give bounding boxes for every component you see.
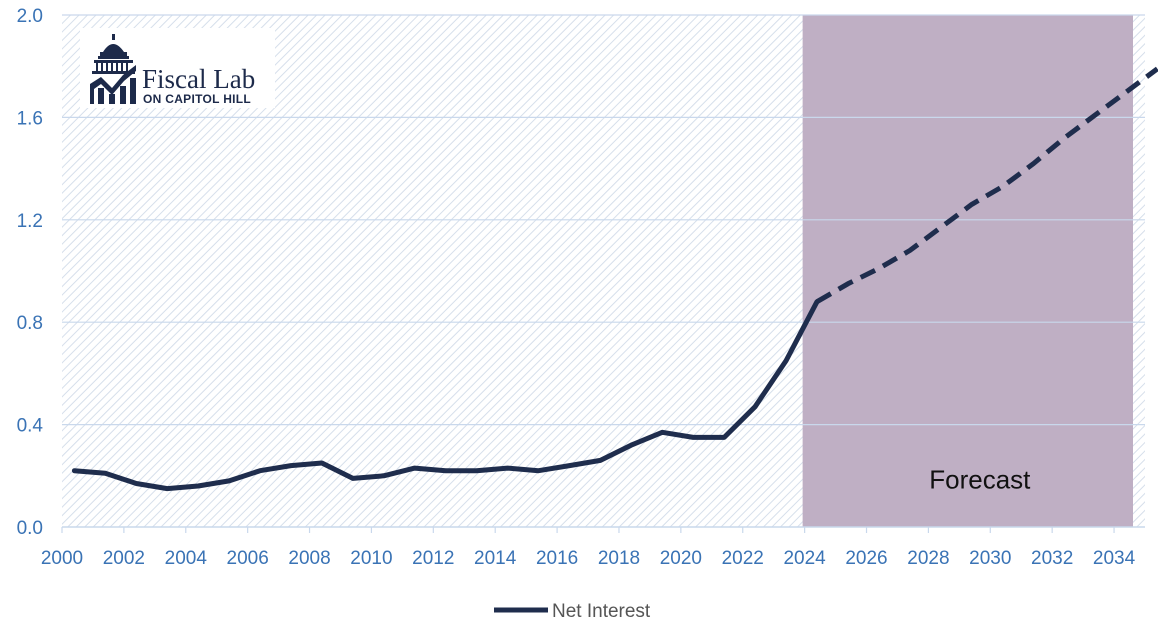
- x-tick-label: 2004: [165, 548, 208, 569]
- x-tick-label: 2006: [227, 548, 269, 569]
- x-tick-label: 2034: [1093, 548, 1136, 569]
- y-tick-label: 0.4: [17, 416, 44, 437]
- y-axis-ticks: 0.0 0.4 0.8 1.2 1.6 2.0: [17, 6, 44, 539]
- legend: Net Interest: [494, 601, 651, 622]
- x-tick-label: 2000: [41, 548, 83, 569]
- x-tick-label: 2032: [1031, 548, 1073, 569]
- x-axis-ticks: 2000 2002 2004 2006 2008 2010 2012 2014 2016 2018…: [41, 527, 1136, 569]
- forecast-label: Forecast: [929, 465, 1031, 495]
- x-tick-label: 2030: [969, 548, 1011, 569]
- x-tick-label: 2010: [350, 548, 392, 569]
- capitol-dome-icon: [90, 34, 136, 104]
- x-tick-label: 2008: [288, 548, 330, 569]
- series-line-net-interest: [71, 299, 820, 492]
- forecast-region: [802, 15, 1133, 527]
- y-tick-label: 0.8: [17, 313, 43, 334]
- gridlines: [62, 14, 1145, 426]
- x-tick-label: 2002: [103, 548, 145, 569]
- x-tick-label: 2024: [783, 548, 826, 569]
- y-tick-label: 2.0: [17, 6, 43, 27]
- x-tick-label: 2020: [660, 548, 702, 569]
- y-tick-label: 0.0: [17, 518, 43, 539]
- series-line-net-interest-forecast: [815, 66, 1158, 304]
- y-tick-label: 1.6: [17, 108, 43, 129]
- y-tick-label: 1.2: [17, 211, 43, 232]
- x-tick-label: 2016: [536, 548, 578, 569]
- x-tick-label: 2014: [474, 548, 517, 569]
- x-tick-label: 2022: [722, 548, 764, 569]
- fiscal-lab-logo: Fiscal Lab ON CAPITOL HILL: [80, 28, 275, 108]
- x-tick-label: 2018: [598, 548, 640, 569]
- x-tick-label: 2026: [845, 548, 887, 569]
- x-tick-label: 2028: [907, 548, 949, 569]
- x-tick-label: 2012: [412, 548, 454, 569]
- logo-subtitle: ON CAPITOL HILL: [143, 92, 251, 106]
- logo-name: Fiscal Lab: [142, 64, 255, 94]
- legend-label-net-interest: Net Interest: [552, 601, 651, 622]
